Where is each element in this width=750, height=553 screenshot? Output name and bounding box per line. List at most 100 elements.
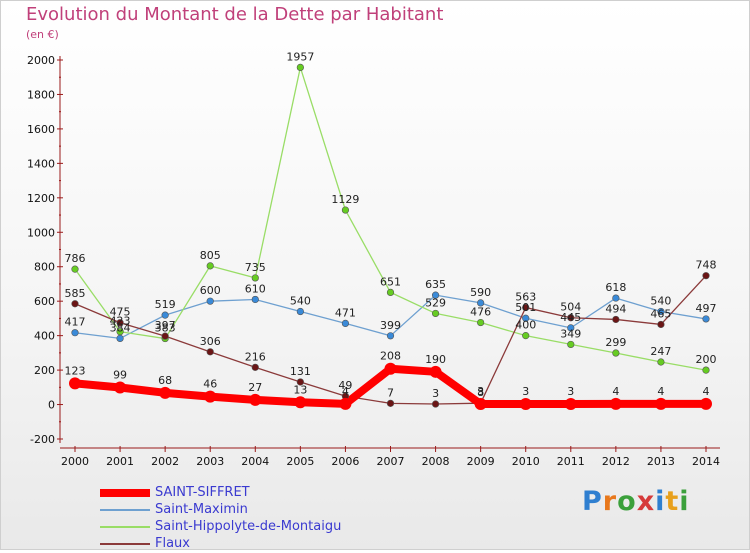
data-point-flaux <box>71 300 79 308</box>
data-label-saint-hippolyte-de-montaigu: 200 <box>696 353 717 366</box>
y-tick-label: 600 <box>34 295 55 308</box>
data-label-saint-maximin: 384 <box>110 321 131 334</box>
data-point-saint-hippolyte-de-montaigu <box>386 288 395 296</box>
y-tick-label: 0 <box>48 399 55 412</box>
data-label-saint-maximin: 635 <box>425 278 446 291</box>
legend-swatch <box>100 543 150 545</box>
data-label-saint-hippolyte-de-montaigu: 651 <box>380 275 401 288</box>
data-point-flaux <box>431 400 440 408</box>
data-point-flaux <box>296 378 304 386</box>
data-label-saint-hippolyte-de-montaigu: 529 <box>425 296 446 309</box>
data-label-saint-siffret: 3 <box>477 385 484 398</box>
data-label-saint-maximin: 471 <box>335 306 356 319</box>
data-label-saint-siffret: 46 <box>203 378 217 391</box>
data-label-saint-siffret: 4 <box>342 385 349 398</box>
data-label-saint-siffret: 4 <box>657 385 664 398</box>
data-point-saint-hippolyte-de-montaigu <box>71 265 79 273</box>
data-point-saint-siffret <box>159 386 172 399</box>
data-label-saint-maximin: 600 <box>200 284 221 297</box>
data-label-saint-siffret: 68 <box>158 374 172 387</box>
legend-label: Saint-Hippolyte-de-Montaigu <box>155 519 342 534</box>
x-tick-label: 2013 <box>647 455 675 468</box>
data-point-saint-maximin <box>702 315 710 323</box>
data-label-saint-hippolyte-de-montaigu: 476 <box>470 306 491 319</box>
proxiti-logo: Proxiti <box>582 486 690 517</box>
chart-title: Evolution du Montant de la Dette par Hab… <box>26 4 444 25</box>
legend-swatch <box>100 509 150 511</box>
y-tick-label: 1400 <box>27 157 55 170</box>
data-point-flaux <box>251 363 259 371</box>
x-tick-label: 2010 <box>512 455 540 468</box>
data-label-flaux: 216 <box>245 350 266 363</box>
data-point-saint-hippolyte-de-montaigu <box>702 366 710 374</box>
data-point-saint-siffret <box>564 398 577 411</box>
data-point-saint-siffret <box>339 397 352 410</box>
y-unit-label: (en €) <box>26 28 59 41</box>
x-tick-label: 2012 <box>602 455 630 468</box>
x-tick-label: 2007 <box>377 455 405 468</box>
data-point-saint-siffret <box>609 397 622 410</box>
y-tick-label: 800 <box>34 261 55 274</box>
data-point-saint-hippolyte-de-montaigu <box>522 332 530 340</box>
data-label-saint-hippolyte-de-montaigu: 299 <box>605 336 626 349</box>
data-point-saint-maximin <box>657 307 665 316</box>
data-point-saint-hippolyte-de-montaigu <box>431 309 440 318</box>
data-label-saint-maximin: 540 <box>650 295 671 308</box>
x-tick-label: 2009 <box>467 455 495 468</box>
legend-label: SAINT-SIFFRET <box>155 485 250 500</box>
data-point-saint-hippolyte-de-montaigu <box>657 358 665 366</box>
data-label-saint-hippolyte-de-montaigu: 349 <box>560 327 581 340</box>
data-point-saint-hippolyte-de-montaigu <box>612 349 620 357</box>
data-point-saint-siffret <box>204 390 217 403</box>
data-point-saint-hippolyte-de-montaigu <box>251 274 259 282</box>
data-label-saint-siffret: 4 <box>703 385 710 398</box>
data-label-saint-siffret: 3 <box>522 385 529 398</box>
data-label-flaux: 504 <box>560 301 581 314</box>
data-label-saint-maximin: 519 <box>155 298 176 311</box>
data-label-flaux: 585 <box>65 287 86 300</box>
x-tick-label: 2006 <box>331 455 359 468</box>
x-tick-label: 2004 <box>241 455 269 468</box>
data-point-flaux <box>612 315 620 324</box>
x-tick-label: 2011 <box>557 455 585 468</box>
data-label-saint-maximin: 590 <box>470 286 491 299</box>
y-tick-label: 1200 <box>27 192 55 205</box>
data-point-saint-siffret <box>384 362 397 375</box>
data-label-saint-hippolyte-de-montaigu: 1129 <box>331 193 359 206</box>
data-point-saint-maximin <box>161 311 169 319</box>
data-point-saint-maximin <box>71 329 79 337</box>
data-label-flaux: 306 <box>200 335 221 348</box>
data-point-saint-siffret <box>69 377 81 390</box>
legend-swatch <box>100 489 150 497</box>
x-tick-label: 2001 <box>106 455 134 468</box>
data-point-saint-hippolyte-de-montaigu <box>296 63 304 72</box>
x-tick-label: 2003 <box>196 455 224 468</box>
y-tick-label: 2000 <box>27 54 55 67</box>
data-point-flaux <box>702 272 710 280</box>
data-point-saint-siffret <box>474 398 487 411</box>
data-point-saint-siffret <box>294 396 307 409</box>
data-point-flaux <box>116 319 124 327</box>
data-point-saint-siffret <box>429 365 442 378</box>
data-label-saint-maximin: 618 <box>605 281 626 294</box>
data-point-saint-maximin <box>567 324 575 332</box>
data-point-saint-maximin <box>296 307 304 316</box>
data-label-flaux: 8 <box>477 386 484 399</box>
data-point-saint-hippolyte-de-montaigu <box>206 262 214 270</box>
data-point-saint-maximin <box>612 294 620 302</box>
legend-label: Saint-Maximin <box>155 502 248 517</box>
y-tick-label: -200 <box>30 433 55 446</box>
data-label-saint-hippolyte-de-montaigu: 1957 <box>286 50 314 63</box>
data-label-saint-hippolyte-de-montaigu: 423 <box>110 315 131 328</box>
x-tick-label: 2005 <box>286 455 314 468</box>
data-label-saint-siffret: 208 <box>380 350 401 363</box>
data-point-saint-siffret <box>114 381 127 394</box>
data-label-saint-maximin: 540 <box>290 295 311 308</box>
data-point-saint-maximin <box>477 299 485 307</box>
data-label-saint-hippolyte-de-montaigu: 735 <box>245 261 266 274</box>
data-point-saint-siffret <box>654 397 667 410</box>
data-label-flaux: 494 <box>605 302 626 315</box>
data-label-flaux: 748 <box>696 259 717 272</box>
data-point-saint-hippolyte-de-montaigu <box>567 340 575 349</box>
